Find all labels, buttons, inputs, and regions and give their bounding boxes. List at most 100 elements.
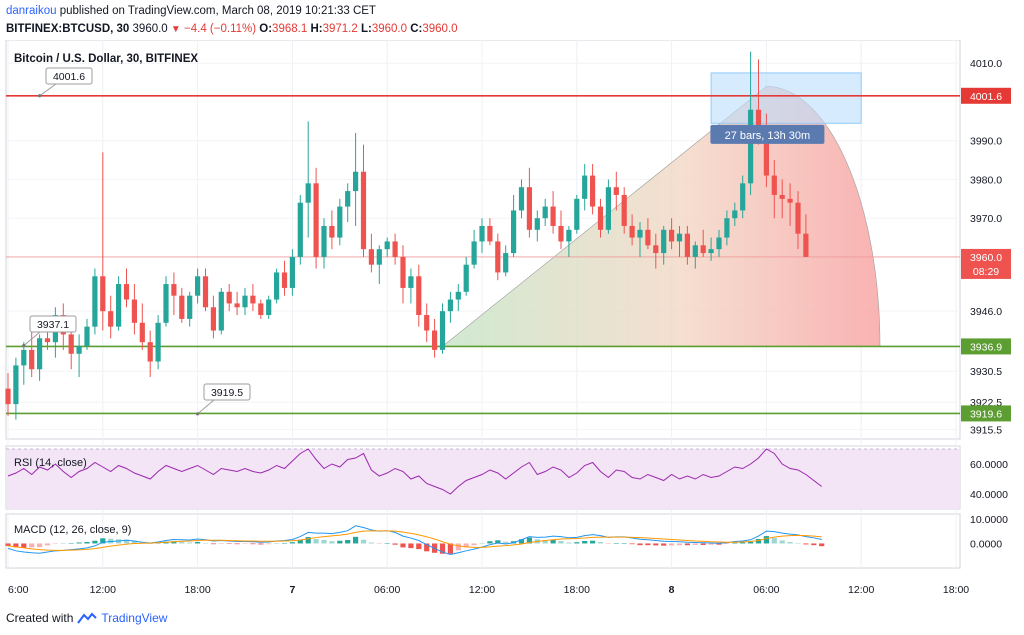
candle-body[interactable] [803,233,809,257]
candle-body[interactable] [676,233,683,242]
tradingview-brand-link[interactable]: TradingView [101,611,168,625]
candle-body[interactable] [187,295,193,319]
candle-body[interactable] [5,388,11,405]
candle-body[interactable] [621,194,627,226]
candle-body[interactable] [313,183,319,257]
candle-body[interactable] [511,210,517,254]
candle-body[interactable] [724,218,730,238]
candle-body[interactable] [163,284,169,323]
candle-body[interactable] [123,284,130,300]
candle-body[interactable] [202,276,209,308]
candle-body[interactable] [518,187,525,211]
candle-body[interactable] [408,276,414,288]
candle-body[interactable] [542,206,548,219]
candle-body[interactable] [708,249,714,254]
candle-body[interactable] [44,338,51,343]
candle-body[interactable] [179,295,185,319]
candle-body[interactable] [787,198,793,203]
chart-canvas[interactable]: 6:00 12:00 18:00 7 06:00 12:00 18:00 8 06:00 12:0… [0,40,1024,606]
candle-body[interactable] [605,187,611,230]
candle-body[interactable] [400,256,406,288]
candle-body[interactable] [242,295,248,308]
candle-body[interactable] [526,187,532,230]
candle-body[interactable] [550,206,556,226]
candle-body[interactable] [210,307,216,331]
candle-body[interactable] [795,202,801,234]
candle-body[interactable] [716,237,722,250]
candle-body[interactable] [392,241,398,257]
candle-body[interactable] [345,191,351,207]
candle-body[interactable] [424,315,430,331]
candle-body[interactable] [732,210,738,219]
candle-body[interactable] [281,272,288,288]
candle-body[interactable] [692,245,698,257]
candle-body[interactable] [329,225,335,238]
candle-body[interactable] [582,175,588,199]
candle-body[interactable] [37,338,43,370]
candle-body[interactable] [234,303,240,308]
candle-body[interactable] [360,171,367,250]
candle-body[interactable] [353,171,359,192]
candle-body[interactable] [258,303,264,316]
candle-body[interactable] [700,245,706,254]
candle-body[interactable] [495,241,501,273]
candle-body[interactable] [416,276,422,316]
candle-body[interactable] [171,284,177,296]
candle-body[interactable] [84,326,90,347]
candle-body[interactable] [116,284,122,327]
candle-body[interactable] [289,256,295,288]
candle-body[interactable] [439,311,446,350]
candle-body[interactable] [566,229,572,242]
candle-body[interactable] [447,299,453,312]
candle-body[interactable] [131,299,137,323]
candle-body[interactable] [463,264,469,292]
candle-body[interactable] [763,125,769,176]
candle-body[interactable] [574,198,580,230]
candle-body[interactable] [108,311,114,327]
candle-body[interactable] [13,365,19,405]
candle-body[interactable] [503,253,509,273]
candle-body[interactable] [266,299,272,316]
candle-body[interactable] [613,187,619,195]
author-link[interactable]: danraikou [6,5,57,17]
candle-body[interactable] [218,291,224,331]
candle-body[interactable] [376,249,382,265]
tradingview-logo-icon[interactable] [77,612,98,624]
candle-body[interactable] [558,225,564,242]
candle-body[interactable] [155,322,161,362]
candle-body[interactable] [455,291,461,300]
candle-body[interactable] [653,245,659,254]
candle-body[interactable] [629,225,635,238]
candle-body[interactable] [487,225,493,242]
candle-body[interactable] [479,225,485,242]
candle-body[interactable] [139,322,145,343]
candle-body[interactable] [305,183,311,203]
candle-body[interactable] [100,276,106,312]
candle-body[interactable] [748,109,754,184]
candle-body[interactable] [368,249,374,265]
candle-body[interactable] [321,225,327,257]
candle-body[interactable] [21,349,27,366]
candle-body[interactable] [779,194,785,199]
candle-body[interactable] [432,330,438,350]
candle-body[interactable] [337,206,343,238]
candle-body[interactable] [250,295,256,304]
candle-body[interactable] [771,175,777,195]
candle-body[interactable] [534,218,540,230]
candle-body[interactable] [755,109,762,126]
candle-body[interactable] [274,272,280,300]
candle-body[interactable] [68,334,74,354]
candle-body[interactable] [637,229,643,238]
candle-body[interactable] [471,241,477,265]
candle-body[interactable] [684,233,690,257]
candle-body[interactable] [195,276,201,296]
candle-body[interactable] [669,229,675,242]
candle-body[interactable] [590,175,596,207]
candle-body[interactable] [29,349,35,370]
candle-body[interactable] [226,291,232,304]
candle-body[interactable] [297,202,303,257]
candle-body[interactable] [597,206,604,230]
candle-body[interactable] [661,229,667,254]
candle-body[interactable] [92,276,98,327]
candle-body[interactable] [740,183,746,211]
